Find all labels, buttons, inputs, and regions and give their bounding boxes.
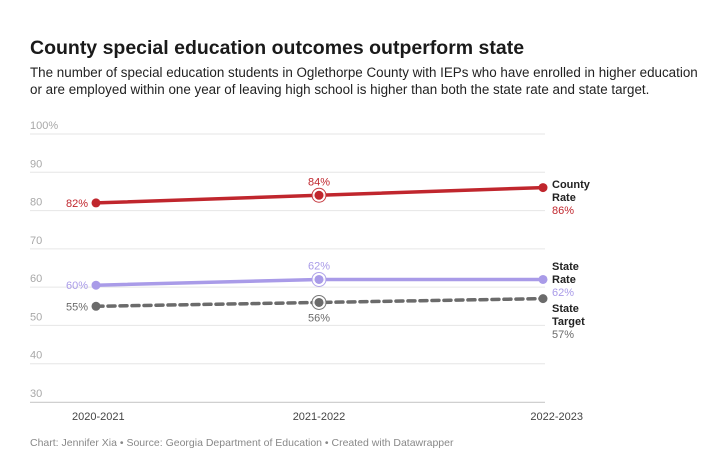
series-name-label: Rate	[552, 192, 576, 204]
data-label: 82%	[66, 198, 88, 210]
y-tick-label: 70	[30, 235, 42, 247]
chart-footer: Chart: Jennifer Xia • Source: Georgia De…	[30, 437, 454, 449]
series-name-label: Target	[552, 316, 585, 328]
data-point	[91, 301, 101, 311]
series-end-value: 86%	[552, 205, 574, 217]
series-end-value: 62%	[552, 287, 574, 299]
data-label: 56%	[308, 312, 330, 324]
y-tick-label: 30	[30, 388, 42, 400]
y-tick-label: 40	[30, 350, 42, 362]
series-name-label: County	[552, 179, 591, 191]
x-tick-label: 2022-2023	[530, 411, 583, 423]
data-point	[314, 190, 324, 200]
y-tick-label: 100%	[30, 120, 58, 132]
x-tick-label: 2021-2022	[293, 411, 346, 423]
x-tick-label: 2020-2021	[72, 411, 125, 423]
y-tick-label: 80	[30, 197, 42, 209]
data-label: 60%	[66, 280, 88, 292]
data-label: 62%	[308, 260, 330, 272]
data-point	[314, 274, 324, 284]
data-label: 84%	[308, 176, 330, 188]
series-end-value: 57%	[552, 329, 574, 341]
chart-title: County special education outcomes outper…	[30, 37, 525, 59]
data-point	[538, 183, 548, 193]
data-point	[538, 274, 548, 284]
data-point	[538, 294, 548, 304]
y-tick-label: 50	[30, 311, 42, 323]
series-name-label: Rate	[552, 274, 576, 286]
chart-subtitle: The number of special education students…	[30, 65, 698, 97]
series-name-label: State	[552, 303, 579, 315]
data-point	[314, 297, 324, 307]
data-point	[91, 198, 101, 208]
y-tick-label: 90	[30, 158, 42, 170]
y-tick-label: 60	[30, 273, 42, 285]
series-name-label: State	[552, 261, 579, 273]
data-label: 55%	[66, 301, 88, 313]
data-point	[91, 280, 101, 290]
